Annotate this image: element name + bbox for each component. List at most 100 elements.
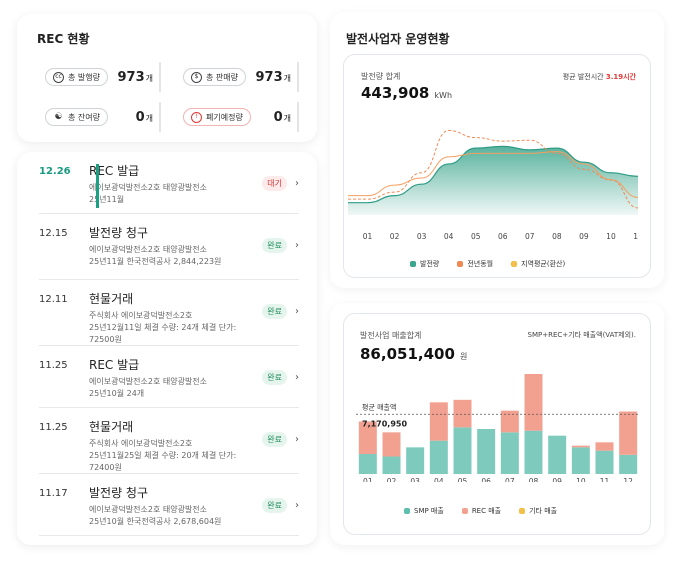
stat-value: 973개 — [255, 69, 291, 85]
activity-date: 12.15 — [39, 228, 68, 239]
bar-12-SMP 매출 — [619, 454, 638, 474]
x-tick-label: 04 — [434, 477, 444, 482]
activity-side: 완료 › — [262, 238, 299, 253]
activity-row[interactable]: 12.15 발전량 청구 에이보광덕발전소2호 태양광발전소 25년11월 한국전력공… — [39, 214, 299, 280]
activity-detail: 에이보광덕발전소2호 태양광발전소 — [89, 377, 208, 386]
bar-08-SMP 매출 — [524, 430, 543, 474]
activity-date: 12.26 — [39, 166, 71, 177]
series-line-발전량 — [348, 145, 638, 204]
generation-total: 443,908 kWh — [361, 83, 452, 102]
bar-08-REC 매출 — [524, 374, 543, 431]
status-badge: 완료 — [262, 304, 287, 319]
activity-row[interactable]: 11.25 REC 발급 에이보광덕발전소2호 태양광발전소 25년10월 24개 완료… — [39, 346, 299, 408]
activity-title: 현물거래 — [89, 292, 134, 306]
stat-value: 0개 — [273, 109, 291, 125]
bar-01-SMP 매출 — [358, 454, 377, 474]
avg-gen-hours: 평균 발전시간 3.19시간 — [563, 72, 636, 82]
activity-title: REC 발급 — [89, 358, 140, 372]
activity-detail: 25년11월 — [89, 195, 125, 204]
x-tick-label: 09 — [579, 232, 589, 241]
generation-total-value: 443,908 — [361, 84, 430, 102]
x-tick-label: 12 — [623, 477, 633, 482]
bar-10-REC 매출 — [571, 445, 590, 448]
average-value: 7,170,950 — [362, 419, 407, 428]
activity-detail: 주식회사 에이보광덕발전소2호 — [89, 439, 193, 448]
stat-label-pill: cc 총 발행량 — [45, 68, 108, 86]
chevron-right-icon[interactable]: › — [295, 434, 299, 445]
generation-legend: 발전량 전년동월 지역평균(환산) — [410, 259, 565, 269]
activity-date: 12.11 — [39, 294, 68, 305]
x-tick-label: 08 — [529, 477, 539, 482]
bar-04-SMP 매출 — [429, 440, 448, 474]
chevron-right-icon[interactable]: › — [295, 178, 299, 189]
activity-row[interactable]: 12.26 REC 발급 에이보광덕발전소2호 태양광발전소 25년11월 대기 › — [39, 152, 299, 214]
sales-note: SMP+REC+기타 매출액(VAT제외). — [527, 331, 636, 339]
x-tick-label: 07 — [525, 232, 535, 241]
stat-label: 총 발행량 — [68, 72, 100, 82]
bar-04-REC 매출 — [429, 402, 448, 441]
series-line-전년동월 — [348, 130, 638, 209]
activity-detail: 72400원 — [89, 463, 122, 472]
legend-item: 전년동월 — [457, 259, 493, 269]
chevron-right-icon[interactable]: › — [295, 372, 299, 383]
chevron-right-icon[interactable]: › — [295, 240, 299, 251]
activity-date: 11.25 — [39, 422, 68, 433]
activity-date: 11.25 — [39, 360, 68, 371]
bar-11-SMP 매출 — [595, 450, 614, 474]
stat-label: 총 잔여량 — [68, 112, 100, 122]
generation-chart-panel: 발전량 합계 443,908 kWh 평균 발전시간 3.19시간 01 02 03… — [343, 54, 651, 278]
x-tick-label: 05 — [458, 477, 468, 482]
x-tick-label: 01 — [363, 232, 373, 241]
status-badge: 완료 — [262, 238, 287, 253]
activity-row[interactable]: 11.17 발전량 청구 에이보광덕발전소2호 태양광발전소 25년10월 한국전력공… — [39, 474, 299, 536]
x-tick-label: 06 — [498, 232, 508, 241]
x-tick-label: 02 — [387, 477, 397, 482]
rec-status-card: REC 현황 cc 총 발행량 973개 $ 총 판매량 973개 ☯ 총 잔여… — [17, 14, 317, 142]
sales-legend: SMP 매출 REC 매출 기타 매출 — [404, 506, 557, 516]
stat-total-issued: cc 총 발행량 973개 — [45, 62, 161, 92]
alert-icon: ! — [191, 111, 202, 123]
dollar-icon: $ — [191, 71, 202, 83]
activity-body: 현물거래 주식회사 에이보광덕발전소2호 25년11월25일 체결 수량: 20개 … — [87, 418, 299, 473]
rec-stat-grid: cc 총 발행량 973개 $ 총 판매량 973개 ☯ 총 잔여량 0개 ! … — [45, 62, 299, 132]
series-line-지역평균 — [348, 151, 638, 198]
stat-total-sold: $ 총 판매량 973개 — [183, 62, 299, 92]
sales-total-value: 86,051,400 — [360, 345, 455, 363]
chevron-right-icon[interactable]: › — [295, 306, 299, 317]
bar-07-SMP 매출 — [500, 432, 519, 474]
activity-row[interactable]: 12.11 현물거래 주식회사 에이보광덕발전소2호 25년12월11일 체결 수량:… — [39, 280, 299, 346]
x-tick-label: 10 — [576, 477, 586, 482]
active-indicator — [96, 164, 99, 208]
activity-body: REC 발급 에이보광덕발전소2호 태양광발전소 25년10월 24개 — [87, 356, 299, 407]
x-tick-label: 03 — [410, 477, 420, 482]
sales-card: 발전사업 매출합계 SMP+REC+기타 매출액(VAT제외). 86,051,… — [330, 303, 664, 545]
bar-07-REC 매출 — [500, 410, 519, 433]
bar-12-REC 매출 — [619, 411, 638, 455]
x-tick-label: 11 — [633, 232, 638, 241]
activity-row[interactable]: 11.25 현물거래 주식회사 에이보광덕발전소2호 25년11월25일 체결 수량:… — [39, 408, 299, 474]
activity-body: 발전량 청구 에이보광덕발전소2호 태양광발전소 25년10월 한국전력공사 2,6… — [87, 484, 299, 535]
sales-unit: 원 — [460, 352, 468, 361]
status-badge: 대기 — [262, 176, 287, 191]
stat-label-pill: $ 총 판매량 — [183, 68, 246, 86]
bar-01-REC 매출 — [358, 421, 377, 454]
bar-05-SMP 매출 — [453, 427, 472, 474]
status-badge: 완료 — [262, 370, 287, 385]
bar-02-REC 매출 — [382, 432, 401, 457]
chevron-right-icon[interactable]: › — [295, 500, 299, 511]
bar-10-SMP 매출 — [571, 447, 590, 474]
activity-title: 발전량 청구 — [89, 486, 149, 500]
activity-list-card: 12.26 REC 발급 에이보광덕발전소2호 태양광발전소 25년11월 대기 › 12.… — [17, 152, 317, 545]
activity-body: 현물거래 주식회사 에이보광덕발전소2호 25년12월11일 체결 수량: 24개 … — [87, 290, 299, 345]
legend-item: 기타 매출 — [519, 506, 557, 516]
bar-11-REC 매출 — [595, 442, 614, 451]
activity-detail: 25년11월25일 체결 수량: 20개 체결 단가: — [89, 451, 237, 460]
activity-detail: 에이보광덕발전소2호 태양광발전소 — [89, 183, 208, 192]
activity-date: 11.17 — [39, 488, 68, 499]
sales-chart-panel: 발전사업 매출합계 SMP+REC+기타 매출액(VAT제외). 86,051,… — [343, 313, 651, 535]
activity-side: 완료 › — [262, 432, 299, 447]
bar-03-SMP 매출 — [406, 447, 425, 474]
legend-item: 지역평균(환산) — [511, 259, 565, 269]
activity-detail: 25년11월 한국전력공사 2,844,223원 — [89, 257, 222, 266]
generation-card: 발전량 합계 443,908 kWh 평균 발전시간 3.19시간 01 02 03… — [330, 12, 664, 288]
